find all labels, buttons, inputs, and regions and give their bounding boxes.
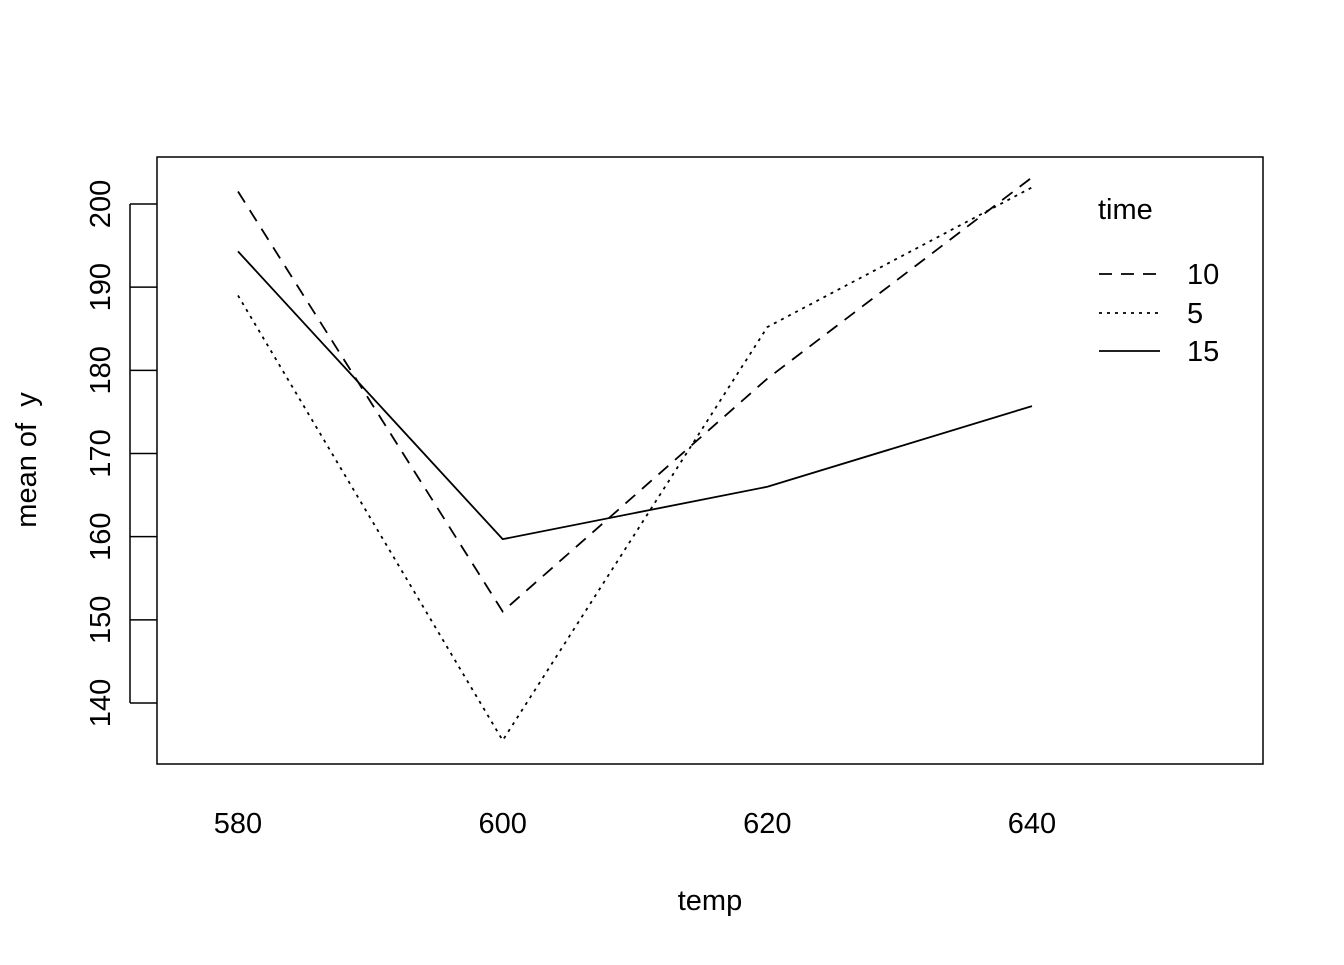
series-lines [238,177,1032,740]
x-axis: 580 600 620 640 [214,808,1056,840]
y-axis: 140 150 160 170 180 190 200 [85,180,157,727]
legend-label-5: 5 [1187,298,1203,330]
y-tick-label: 200 [85,180,117,228]
y-tick-label: 140 [85,679,117,727]
y-tick-label: 190 [85,263,117,311]
x-tick-label: 580 [214,808,262,840]
series-line-5 [238,187,1032,740]
legend-title: time [1098,194,1153,226]
legend: time 10 5 15 [1098,194,1219,368]
x-tick-label: 600 [478,808,526,840]
plot-frame [157,157,1263,764]
x-tick-label: 620 [743,808,791,840]
y-tick-label: 170 [85,429,117,477]
legend-label-10: 10 [1187,259,1219,291]
series-line-10 [238,177,1032,611]
x-axis-label: temp [678,885,742,917]
y-tick-label: 160 [85,512,117,560]
y-tick-label: 180 [85,346,117,394]
x-tick-label: 640 [1008,808,1056,840]
legend-label-15: 15 [1187,336,1219,368]
y-tick-label: 150 [85,596,117,644]
y-axis-label: mean of y [11,392,43,528]
